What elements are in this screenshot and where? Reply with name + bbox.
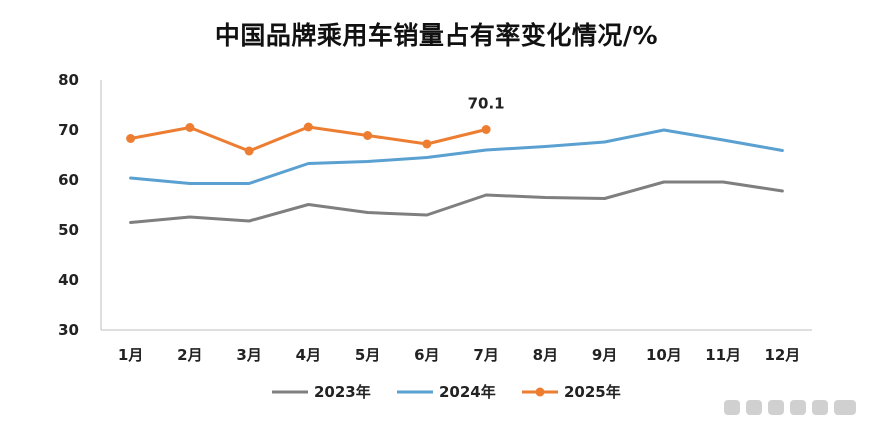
x-tick-label: 8月 <box>533 346 558 364</box>
data-point <box>303 122 313 132</box>
series-line-2024年 <box>129 128 784 185</box>
axes <box>100 80 812 331</box>
watermark-logo <box>724 400 856 415</box>
series-line-2023年 <box>129 180 784 224</box>
x-tick-label: 1月 <box>118 346 143 364</box>
legend-item: 2024年 <box>397 383 496 401</box>
y-tick-label: 40 <box>58 271 79 289</box>
data-point <box>363 131 373 140</box>
data-point <box>481 125 491 134</box>
data-labels: 70.1 <box>468 95 505 113</box>
x-tick-label: 2月 <box>177 346 202 364</box>
x-tick-label: 3月 <box>236 346 261 364</box>
x-tick-label: 6月 <box>414 346 439 364</box>
legend-item: 2023年 <box>272 383 371 401</box>
x-tick-label: 10月 <box>646 346 682 364</box>
chart-title: 中国品牌乘用车销量占有率变化情况/% <box>214 21 659 50</box>
y-tick-label: 60 <box>58 171 79 189</box>
data-point <box>185 123 195 132</box>
legend: 2023年 2024年 2025年 <box>272 383 621 401</box>
data-point <box>126 134 136 143</box>
watermark-blocks <box>724 400 856 415</box>
x-tick-label: 4月 <box>296 346 321 364</box>
y-tick-label: 70 <box>58 121 79 139</box>
y-tick-label: 30 <box>58 321 79 339</box>
x-tick-label: 5月 <box>355 346 380 364</box>
legend-item: 2025年 <box>522 383 621 401</box>
legend-label: 2023年 <box>314 383 371 401</box>
data-point <box>422 139 432 149</box>
data-point <box>244 146 254 156</box>
x-tick-label: 12月 <box>764 346 800 364</box>
y-tick-label: 50 <box>58 221 79 239</box>
y-tick-labels: 30 40 50 60 70 80 <box>58 71 79 339</box>
legend-label: 2024年 <box>439 383 496 401</box>
x-tick-label: 9月 <box>592 346 617 364</box>
x-tick-label: 7月 <box>473 346 498 364</box>
legend-label: 2025年 <box>564 383 621 401</box>
x-tick-labels: 1月 2月 3月 4月 5月 6月 7月 8月 9月 10月 11月 12月 <box>118 346 800 364</box>
series-lines <box>126 122 784 224</box>
y-tick-label: 80 <box>58 71 79 89</box>
x-tick-label: 11月 <box>705 346 741 364</box>
legend-marker <box>535 387 545 397</box>
data-label: 70.1 <box>468 95 505 113</box>
